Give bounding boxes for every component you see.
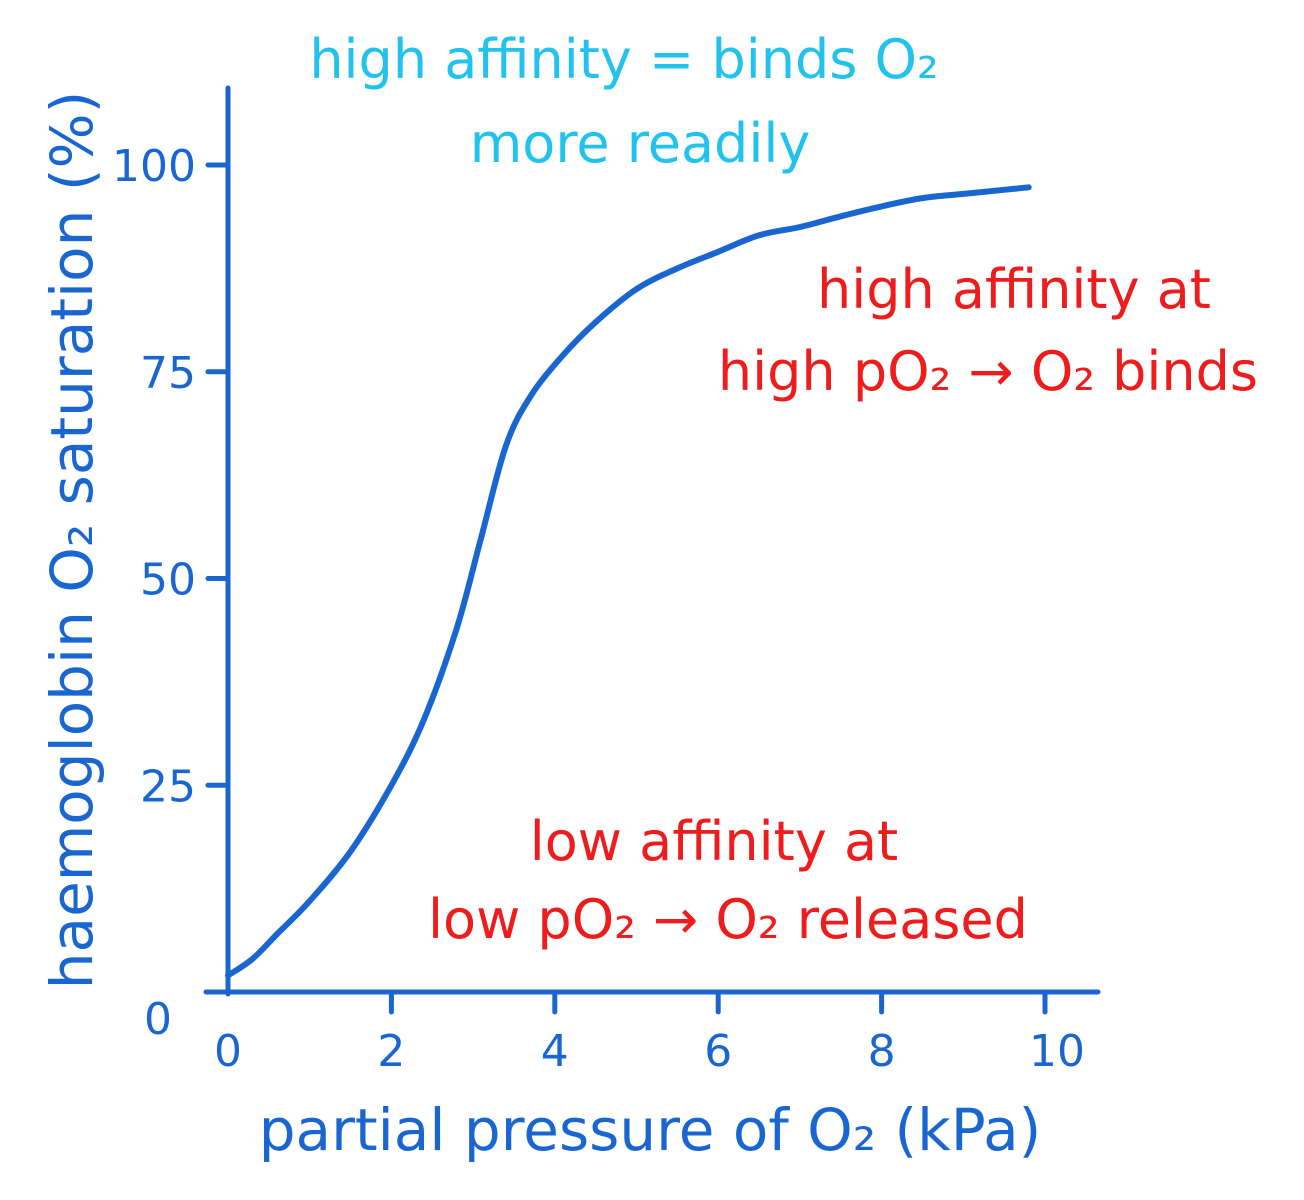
x-tick-label-0: 0 <box>214 1026 242 1077</box>
y-tick-label-25: 25 <box>140 761 196 812</box>
annotation-top-line-2: more readily <box>470 112 811 175</box>
axis-ticks <box>205 162 1048 1015</box>
saturation-curve <box>225 184 1032 979</box>
y-tick-label-50: 50 <box>140 555 196 606</box>
x-tick-label-8: 8 <box>868 1026 896 1077</box>
annotation-low-line-2: low pO₂ → O₂ released <box>428 888 1028 951</box>
annotation-low-line-1: low affinity at <box>530 810 898 873</box>
x-tick-label-6: 6 <box>704 1026 732 1077</box>
y-tick-label-100: 100 <box>112 141 196 192</box>
y-tick-label-0: 0 <box>144 994 172 1045</box>
y-axis-title: haemoglobin O₂ saturation (%) <box>38 91 106 989</box>
annotation-top-line-1: high affinity = binds O₂ <box>309 28 938 91</box>
x-tick-label-4: 4 <box>541 1026 569 1077</box>
annotation-high-line-2: high pO₂ → O₂ binds <box>718 340 1258 403</box>
y-tick-label-75: 75 <box>140 348 196 399</box>
annotation-high-line-1: high affinity at <box>817 258 1211 321</box>
x-axis-title: partial pressure of O₂ (kPa) <box>259 1096 1042 1164</box>
x-tick-label-10: 10 <box>1029 1026 1085 1077</box>
x-tick-label-2: 2 <box>377 1026 405 1077</box>
